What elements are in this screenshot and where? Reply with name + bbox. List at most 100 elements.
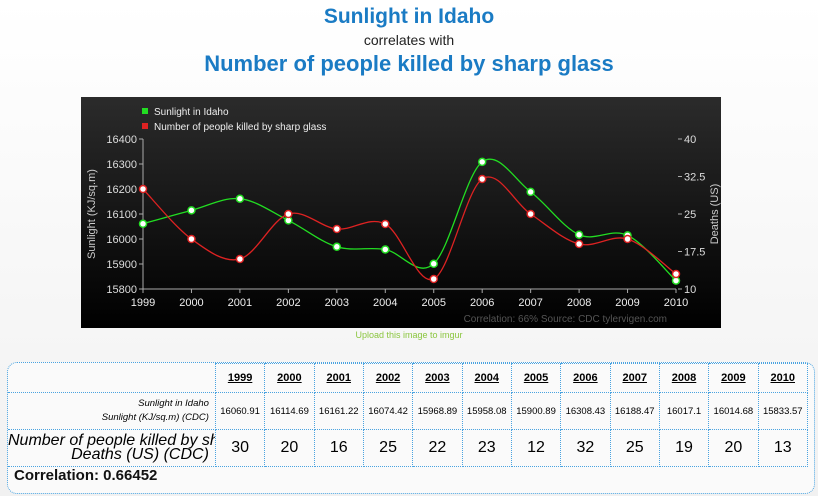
sunlight-cell: 15900.89	[510, 392, 562, 430]
y2-tick-label: 40	[684, 134, 696, 146]
x-tick-label: 2006	[470, 297, 494, 309]
y-tick-label: 16300	[106, 159, 137, 171]
data-point-1	[187, 234, 196, 244]
year-header: 1999	[214, 363, 266, 393]
deaths-cell: 19	[658, 429, 710, 467]
sunlight-cell: 16017.1	[658, 392, 710, 430]
deaths-cell: 12	[510, 429, 562, 467]
sunlight-cell: 15833.57	[757, 392, 809, 430]
sunlight-cell: 15968.89	[412, 392, 463, 430]
line-chart: 15800 15900 16000 16100 16200 16300 16400 10 17.…	[86, 107, 721, 325]
data-point-1	[332, 224, 342, 234]
data-point-0	[235, 194, 245, 203]
x-tick-label: 2005	[421, 297, 445, 309]
deaths-cell: 23	[461, 429, 512, 467]
row1-label: Sunlight in Idaho Sunlight (KJ/sq.m) (CDC…	[8, 392, 216, 430]
x-tick-label: 2000	[179, 297, 203, 309]
year-header: 2010	[757, 363, 809, 393]
row1-unit: Sunlight (KJ/sq.m) (CDC)	[101, 412, 209, 423]
sunlight-cell: 16074.42	[362, 392, 414, 430]
x-tick-label: 2010	[664, 297, 688, 309]
data-point-1	[477, 174, 487, 184]
data-point-1	[574, 239, 584, 249]
data-point-0	[138, 219, 148, 229]
y-tick-label: 16000	[106, 234, 137, 246]
row2-name: Number of people killed by sharp glass	[8, 432, 214, 449]
row1-name: Sunlight in Idaho	[138, 398, 209, 409]
data-point-0	[526, 187, 535, 197]
title-variable-1: Sunlight in Idaho	[323, 5, 495, 28]
legend-swatch	[142, 123, 148, 129]
data-point-1	[526, 209, 535, 219]
title-connector: correlates with	[363, 32, 455, 48]
y2-tick-label: 17.5	[684, 247, 705, 259]
sunlight-cell: 15958.08	[461, 392, 512, 430]
deaths-cell: 20	[708, 429, 759, 467]
sunlight-cell: 16014.68	[708, 392, 759, 430]
y-tick-label: 15800	[106, 284, 137, 296]
y2-tick-label: 32.5	[684, 172, 705, 184]
x-tick-label: 2008	[567, 297, 591, 309]
sunlight-cell: 16188.47	[609, 392, 660, 430]
year-header: 2005	[510, 363, 562, 393]
data-point-0	[429, 259, 438, 269]
deaths-cell: 13	[757, 429, 809, 467]
year-header: 2000	[264, 363, 315, 393]
data-point-1	[235, 254, 245, 264]
row2-label: Number of people killed by sharp glassDe…	[8, 429, 216, 467]
y-tick-label: 16100	[106, 209, 137, 221]
title-variable-2: Number of people killed by sharp glass	[204, 51, 614, 76]
y-tick-label: 15900	[106, 259, 137, 271]
deaths-cell: 16	[313, 429, 364, 467]
sunlight-cell: 16114.69	[264, 392, 315, 430]
data-table: 1999 2000 2001 2002 2003 2004 2005 2006 2007 2008…	[7, 362, 815, 494]
row2-unit: Deaths (US) (CDC)	[71, 446, 209, 463]
year-header: 2001	[313, 363, 364, 393]
data-point-1	[284, 209, 293, 219]
x-tick-label: 1999	[131, 297, 155, 309]
deaths-cell: 22	[412, 429, 463, 467]
correlation-value: Correlation: 0.66452	[14, 467, 158, 484]
data-point-1	[138, 184, 148, 194]
data-point-0	[187, 206, 196, 215]
y2-tick-label: 10	[684, 284, 696, 296]
year-header: 2008	[658, 363, 710, 393]
y2-axis-label: Deaths (US)	[709, 184, 721, 245]
data-point-0	[332, 242, 342, 252]
x-tick-label: 2003	[325, 297, 349, 309]
data-point-0	[381, 245, 390, 254]
sunlight-cell: 16161.22	[313, 392, 364, 430]
year-header: 2002	[362, 363, 414, 393]
x-tick-label: 2009	[615, 297, 639, 309]
x-tick-label: 2002	[276, 297, 300, 309]
legend-label: Sunlight in Idaho	[154, 107, 229, 118]
corner-cell	[8, 363, 216, 393]
year-header: 2004	[461, 363, 512, 393]
deaths-cell: 30	[214, 429, 266, 467]
upload-imgur-link[interactable]: Upload this image to imgur	[355, 330, 463, 340]
legend-label: Number of people killed by sharp glass	[154, 122, 326, 133]
legend-swatch	[142, 108, 148, 114]
data-point-1	[671, 269, 681, 279]
year-header: 2006	[560, 363, 611, 393]
deaths-cell: 20	[264, 429, 315, 467]
year-header: 2003	[412, 363, 463, 393]
y-axis-label: Sunlight (KJ/sq.m)	[86, 169, 98, 259]
data-point-1	[381, 219, 390, 229]
data-point-1	[623, 234, 632, 244]
data-point-0	[574, 230, 584, 239]
deaths-cell: 25	[609, 429, 660, 467]
deaths-cell: 32	[560, 429, 611, 467]
x-tick-label: 2007	[518, 297, 542, 309]
sunlight-cell: 16308.43	[560, 392, 611, 430]
deaths-cell: 25	[362, 429, 414, 467]
sunlight-cell: 16060.91	[214, 392, 266, 430]
series-line-1	[142, 176, 677, 281]
x-tick-label: 2004	[373, 297, 397, 309]
data-point-1	[429, 274, 438, 284]
data-point-0	[477, 157, 487, 167]
year-header: 2007	[609, 363, 660, 393]
x-tick-label: 2001	[228, 297, 252, 309]
y2-tick-label: 25	[684, 209, 696, 221]
y-tick-label: 16200	[106, 184, 137, 196]
